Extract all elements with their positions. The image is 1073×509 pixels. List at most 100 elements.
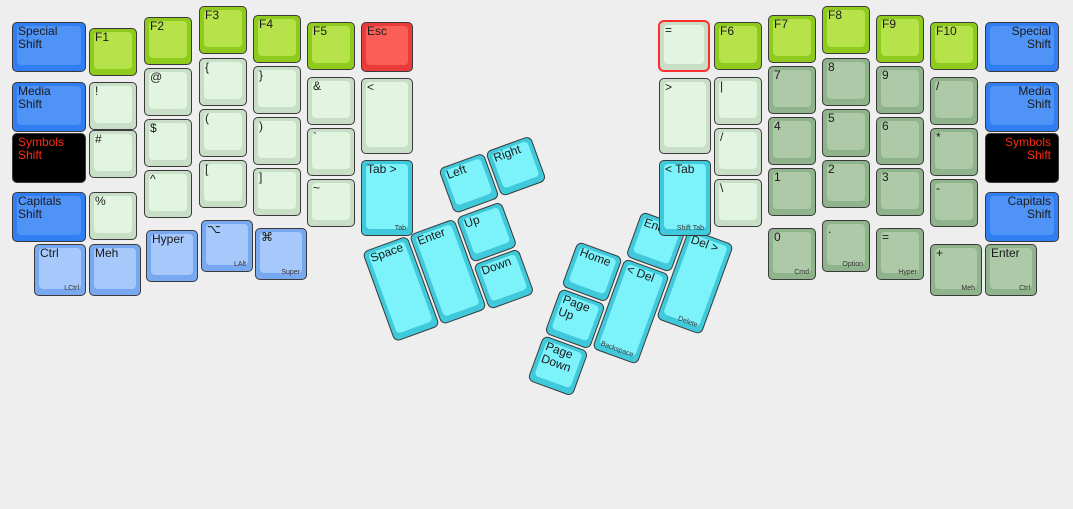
key-exclam[interactable]: ! bbox=[89, 82, 137, 130]
key-paren-open[interactable]: ( bbox=[199, 109, 247, 157]
key-num-equals-hyper[interactable]: = Hyper bbox=[876, 228, 924, 280]
keycap bbox=[258, 121, 296, 158]
keycap bbox=[204, 113, 242, 150]
key-paren-close[interactable]: ) bbox=[253, 117, 301, 165]
keycap bbox=[881, 19, 919, 56]
keycap bbox=[719, 132, 757, 169]
keycap bbox=[366, 164, 408, 229]
keycap bbox=[773, 232, 811, 273]
keycap bbox=[568, 246, 617, 295]
key-greater-than[interactable]: > bbox=[659, 78, 711, 154]
keycap bbox=[664, 164, 706, 229]
key-num-multiply[interactable]: * bbox=[930, 128, 978, 176]
keycap bbox=[258, 19, 296, 56]
keycap bbox=[773, 70, 811, 107]
key-num-4[interactable]: 4 bbox=[768, 117, 816, 165]
key-bracket-close[interactable]: ] bbox=[253, 168, 301, 216]
key-f3[interactable]: F3 bbox=[199, 6, 247, 54]
keycap bbox=[664, 25, 704, 64]
key-backslash[interactable]: \ bbox=[714, 179, 762, 227]
key-dollar[interactable]: $ bbox=[144, 119, 192, 167]
key-meh-left[interactable]: Meh bbox=[89, 244, 141, 296]
key-num-dot-option[interactable]: . Option bbox=[822, 220, 870, 272]
key-left-ctrl[interactable]: Ctrl LCtrl bbox=[34, 244, 86, 296]
key-super[interactable]: ⌘ Super bbox=[255, 228, 307, 280]
keycap bbox=[149, 72, 187, 109]
key-num-8[interactable]: 8 bbox=[822, 58, 870, 106]
key-symbols-shift-right[interactable]: Symbols Shift bbox=[985, 133, 1059, 183]
key-at[interactable]: @ bbox=[144, 68, 192, 116]
keycap bbox=[149, 123, 187, 160]
key-num-6[interactable]: 6 bbox=[876, 117, 924, 165]
key-num-plus-meh[interactable]: + Meh bbox=[930, 244, 982, 296]
keycap bbox=[719, 26, 757, 63]
key-capitals-shift-left[interactable]: Capitals Shift bbox=[12, 192, 86, 242]
key-enter-right[interactable]: Enter Ctrl bbox=[985, 244, 1037, 296]
key-percent[interactable]: % bbox=[89, 192, 137, 240]
keycap bbox=[719, 183, 757, 220]
keycap bbox=[312, 81, 350, 118]
key-special-shift-right[interactable]: Special Shift bbox=[985, 22, 1059, 72]
keycap bbox=[17, 137, 81, 176]
key-caret[interactable]: ^ bbox=[144, 170, 192, 218]
keycap bbox=[17, 86, 81, 125]
key-escape[interactable]: Esc bbox=[361, 22, 413, 72]
keycap bbox=[990, 137, 1054, 176]
key-symbols-shift-left[interactable]: Symbols Shift bbox=[12, 133, 86, 183]
keycap bbox=[935, 81, 973, 118]
key-tab-right[interactable]: Tab > Tab bbox=[361, 160, 413, 236]
key-hyper-left[interactable]: Hyper bbox=[146, 230, 198, 282]
key-f1[interactable]: F1 bbox=[89, 28, 137, 76]
key-hash[interactable]: # bbox=[89, 130, 137, 178]
keycap bbox=[935, 248, 977, 289]
keycap bbox=[94, 196, 132, 233]
key-f6[interactable]: F6 bbox=[714, 22, 762, 70]
key-f9[interactable]: F9 bbox=[876, 15, 924, 63]
key-num-minus[interactable]: - bbox=[930, 179, 978, 227]
key-capitals-shift-right[interactable]: Capitals Shift bbox=[985, 192, 1059, 242]
key-ampersand[interactable]: & bbox=[307, 77, 355, 125]
key-slash-symbol[interactable]: / bbox=[714, 128, 762, 176]
key-f2[interactable]: F2 bbox=[144, 17, 192, 65]
key-num-divide[interactable]: / bbox=[930, 77, 978, 125]
keycap bbox=[827, 224, 865, 265]
keycap bbox=[773, 172, 811, 209]
key-bracket-open[interactable]: [ bbox=[199, 160, 247, 208]
key-left-alt[interactable]: ⌥ LAlt bbox=[201, 220, 253, 272]
keycap bbox=[990, 26, 1054, 65]
key-equals-selected[interactable]: = bbox=[658, 20, 710, 72]
key-f4[interactable]: F4 bbox=[253, 15, 301, 63]
key-media-shift-right[interactable]: Media Shift bbox=[985, 82, 1059, 132]
key-f5[interactable]: F5 bbox=[307, 22, 355, 70]
keycap bbox=[204, 10, 242, 47]
key-num-0-cmd[interactable]: 0 Cmd bbox=[768, 228, 816, 280]
key-num-7[interactable]: 7 bbox=[768, 66, 816, 114]
keycap bbox=[881, 121, 919, 158]
keycap bbox=[312, 132, 350, 169]
key-brace-open[interactable]: { bbox=[199, 58, 247, 106]
keycap bbox=[204, 62, 242, 99]
key-brace-close[interactable]: } bbox=[253, 66, 301, 114]
keycap bbox=[94, 86, 132, 123]
keycap bbox=[312, 183, 350, 220]
keycap bbox=[935, 132, 973, 169]
key-num-5[interactable]: 5 bbox=[822, 109, 870, 157]
keycap bbox=[881, 172, 919, 209]
key-f8[interactable]: F8 bbox=[822, 6, 870, 54]
key-pipe[interactable]: | bbox=[714, 77, 762, 125]
key-f7[interactable]: F7 bbox=[768, 15, 816, 63]
keycap bbox=[258, 172, 296, 209]
key-backtick[interactable]: ` bbox=[307, 128, 355, 176]
key-special-shift-left[interactable]: Special Shift bbox=[12, 22, 86, 72]
key-num-2[interactable]: 2 bbox=[822, 160, 870, 208]
keycap bbox=[534, 340, 583, 389]
key-num-1[interactable]: 1 bbox=[768, 168, 816, 216]
key-num-9[interactable]: 9 bbox=[876, 66, 924, 114]
key-shift-tab[interactable]: < Tab Shift Tab bbox=[659, 160, 711, 236]
key-tilde[interactable]: ~ bbox=[307, 179, 355, 227]
key-less-than[interactable]: < bbox=[361, 78, 413, 154]
keycap bbox=[990, 86, 1054, 125]
key-num-3[interactable]: 3 bbox=[876, 168, 924, 216]
key-media-shift-left[interactable]: Media Shift bbox=[12, 82, 86, 132]
key-f10[interactable]: F10 bbox=[930, 22, 978, 70]
